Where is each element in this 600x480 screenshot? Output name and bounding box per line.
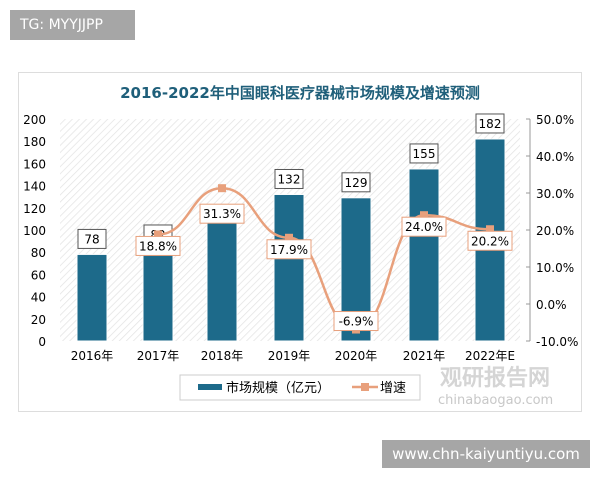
logo-sub: chinabaogao.com bbox=[438, 393, 553, 408]
y-right-tick: 40.0% bbox=[536, 150, 574, 164]
growth-label-box bbox=[266, 239, 312, 260]
bar-label-box bbox=[341, 172, 371, 193]
y-left-tick: 0 bbox=[38, 335, 46, 349]
y-left-tick: 140 bbox=[23, 180, 46, 194]
bar-label-box bbox=[409, 143, 439, 164]
growth-label-box bbox=[467, 230, 513, 251]
footer-watermark: www.chn-kaiyuntiyu.com bbox=[382, 440, 590, 468]
growth-point bbox=[154, 230, 162, 239]
y-right-tick: -10.0% bbox=[536, 335, 578, 349]
y-right-tick: 20.0% bbox=[536, 224, 574, 238]
y-left-tick: 200 bbox=[23, 113, 46, 127]
y-right-tick: 30.0% bbox=[536, 187, 574, 201]
bar bbox=[142, 249, 174, 342]
bar-label-box bbox=[274, 168, 304, 189]
bar-label-box bbox=[77, 228, 107, 249]
legend-line-marker bbox=[361, 383, 369, 391]
bar-label-box bbox=[475, 113, 505, 134]
banner: TG: MYYJJPP bbox=[10, 10, 135, 40]
growth-label: 20.2% bbox=[471, 234, 509, 248]
growth-label: 18.8% bbox=[139, 239, 177, 253]
growth-label: -6.9% bbox=[339, 315, 374, 329]
chart-frame bbox=[18, 72, 582, 412]
growth-point bbox=[420, 211, 428, 220]
bar bbox=[76, 253, 108, 342]
bar bbox=[206, 215, 238, 342]
y-right-tick: 10.0% bbox=[536, 261, 574, 275]
bar-label: 78 bbox=[84, 232, 99, 246]
chart-title: 2016-2022年中国眼科医疗器械市场规模及增速预测 bbox=[120, 84, 480, 102]
y-left-tick: 40 bbox=[31, 291, 46, 305]
bar-label: 182 bbox=[479, 117, 502, 131]
x-tick: 2022年E bbox=[465, 349, 515, 363]
logo-text: 观研报告网 bbox=[440, 366, 550, 391]
x-tick: 2016年 bbox=[71, 349, 114, 363]
x-tick: 2017年 bbox=[137, 349, 180, 363]
growth-label: 17.9% bbox=[270, 243, 308, 257]
growth-label-box bbox=[199, 203, 245, 224]
x-tick: 2018年 bbox=[201, 349, 244, 363]
bar-label: 132 bbox=[278, 172, 301, 186]
growth-point bbox=[285, 233, 293, 242]
y-left-tick: 160 bbox=[23, 157, 46, 171]
legend-bar-swatch bbox=[198, 384, 222, 390]
y-right-tick: 50.0% bbox=[536, 113, 574, 127]
x-tick: 2019年 bbox=[268, 349, 311, 363]
legend-bar-label: 市场规模（亿元） bbox=[226, 380, 330, 396]
y-right-tick: 0.0% bbox=[536, 298, 567, 312]
y-left-tick: 100 bbox=[23, 224, 46, 238]
x-tick: 2021年 bbox=[403, 349, 446, 363]
legend-line-label: 增速 bbox=[380, 381, 406, 396]
growth-label-box bbox=[135, 235, 181, 256]
x-tick: 2020年 bbox=[335, 349, 378, 363]
bar bbox=[408, 168, 440, 342]
y-left-tick: 80 bbox=[31, 246, 46, 260]
bar-label: 155 bbox=[413, 147, 436, 161]
y-left-tick: 60 bbox=[31, 268, 46, 282]
growth-label: 31.3% bbox=[203, 207, 241, 221]
bar-label: 129 bbox=[345, 176, 368, 190]
y-left-tick: 120 bbox=[23, 202, 46, 216]
y-left-tick: 20 bbox=[31, 313, 46, 327]
bar bbox=[273, 193, 305, 342]
growth-point bbox=[486, 225, 494, 234]
y-left-tick: 180 bbox=[23, 135, 46, 149]
growth-label-box bbox=[333, 311, 379, 332]
growth-label: 24.0% bbox=[405, 220, 443, 234]
growth-point bbox=[218, 184, 226, 193]
growth-label-box bbox=[401, 216, 447, 237]
